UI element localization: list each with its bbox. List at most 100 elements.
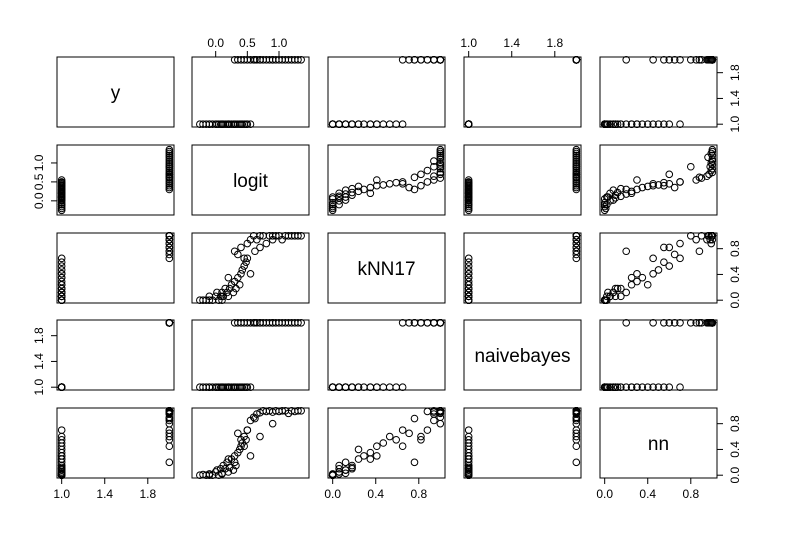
- point-nn-vs-kNN17: [436, 407, 445, 415]
- point-naivebayes-vs-nn: [695, 319, 704, 327]
- panel-logit-vs-naivebayes: [463, 144, 582, 216]
- point-logit-vs-kNN17: [328, 204, 337, 213]
- point-kNN17-vs-y: [165, 243, 174, 252]
- point-y-vs-logit: [243, 120, 252, 128]
- point-logit-vs-y: [57, 178, 66, 186]
- point-logit-vs-kNN17: [417, 170, 425, 179]
- point-logit-vs-naivebayes: [572, 176, 581, 184]
- tick-label-right-kNN17: 0.0: [728, 292, 742, 309]
- point-kNN17-vs-naivebayes: [464, 269, 473, 278]
- point-logit-vs-naivebayes: [464, 200, 473, 209]
- point-nn-vs-logit: [240, 442, 248, 451]
- point-kNN17-vs-naivebayes: [464, 284, 473, 293]
- point-nn-vs-logit: [251, 414, 259, 423]
- point-logit-vs-nn: [649, 179, 657, 188]
- point-kNN17-vs-nn: [603, 292, 611, 301]
- point-nn-vs-kNN17: [392, 435, 400, 444]
- point-y-vs-nn: [704, 56, 712, 64]
- point-kNN17-vs-naivebayes: [464, 258, 473, 267]
- point-naivebayes-vs-logit: [234, 319, 242, 327]
- point-naivebayes-vs-logit: [294, 319, 302, 327]
- point-nn-vs-naivebayes: [572, 432, 581, 441]
- point-kNN17-vs-nn: [670, 250, 679, 259]
- point-y-vs-logit: [294, 56, 302, 64]
- point-logit-vs-nn: [611, 194, 620, 202]
- point-nn-vs-naivebayes: [572, 429, 581, 438]
- tick-label-left-naivebayes: 1.0: [32, 379, 46, 396]
- panel-kNN17-vs-nn: [599, 232, 718, 304]
- point-logit-vs-kNN17: [328, 200, 337, 209]
- point-logit-vs-y: [57, 189, 66, 198]
- point-kNN17-vs-logit: [262, 239, 271, 248]
- point-kNN17-vs-logit: [240, 262, 248, 270]
- point-nn-vs-kNN17: [410, 458, 419, 467]
- point-naivebayes-vs-kNN17: [436, 319, 445, 327]
- point-kNN17-vs-logit: [272, 232, 280, 240]
- point-naivebayes-vs-nn: [622, 319, 631, 327]
- point-naivebayes-vs-nn: [606, 383, 614, 392]
- point-kNN17-vs-nn: [638, 273, 647, 282]
- point-logit-vs-naivebayes: [572, 147, 581, 156]
- point-logit-vs-y: [165, 176, 174, 184]
- point-kNN17-vs-nn: [633, 269, 641, 278]
- point-nn-vs-kNN17: [385, 432, 394, 441]
- point-kNN17-vs-naivebayes: [572, 239, 581, 248]
- point-nn-vs-naivebayes: [464, 471, 473, 480]
- point-logit-vs-naivebayes: [572, 170, 581, 179]
- point-nn-vs-kNN17: [373, 452, 381, 460]
- point-logit-vs-kNN17: [405, 183, 413, 192]
- point-naivebayes-vs-nn: [660, 319, 668, 327]
- tick-label-top-naivebayes: 1.8: [546, 36, 563, 50]
- point-y-vs-kNN17: [354, 120, 363, 128]
- point-kNN17-vs-nn: [633, 277, 641, 286]
- point-logit-vs-naivebayes: [572, 178, 581, 186]
- point-naivebayes-vs-nn: [670, 319, 679, 327]
- point-naivebayes-vs-nn: [649, 319, 657, 327]
- point-naivebayes-vs-nn: [611, 383, 620, 392]
- point-naivebayes-vs-nn: [617, 383, 625, 392]
- point-kNN17-vs-nn: [660, 243, 668, 252]
- point-kNN17-vs-nn: [649, 269, 657, 278]
- point-kNN17-vs-naivebayes: [464, 262, 473, 270]
- point-y-vs-nn: [665, 120, 674, 128]
- point-logit-vs-kNN17: [366, 189, 375, 198]
- point-kNN17-vs-y: [57, 258, 66, 267]
- point-kNN17-vs-nn: [604, 288, 612, 297]
- variable-label-naivebayes: naivebayes: [474, 346, 570, 367]
- point-y-vs-nn: [633, 120, 641, 128]
- point-logit-vs-y: [57, 204, 66, 213]
- point-logit-vs-naivebayes: [572, 183, 581, 192]
- point-kNN17-vs-naivebayes: [464, 273, 473, 282]
- point-naivebayes-vs-nn: [665, 383, 674, 392]
- point-logit-vs-kNN17: [328, 193, 337, 201]
- point-logit-vs-naivebayes: [572, 145, 581, 154]
- point-kNN17-vs-nn: [660, 258, 668, 267]
- point-y-vs-logit: [205, 120, 214, 128]
- point-y-vs-logit: [218, 120, 226, 128]
- point-nn-vs-logit: [243, 426, 252, 434]
- tick-label-bottom-kNN17: 0.8: [410, 487, 427, 501]
- point-logit-vs-kNN17: [398, 178, 407, 186]
- point-y-vs-nn: [676, 56, 684, 64]
- point-kNN17-vs-nn: [676, 254, 684, 263]
- point-naivebayes-vs-kNN17: [405, 319, 413, 327]
- point-kNN17-vs-nn: [622, 288, 631, 297]
- point-logit-vs-kNN17: [410, 185, 419, 194]
- point-nn-vs-y: [165, 429, 174, 438]
- point-logit-vs-kNN17: [423, 166, 432, 175]
- point-kNN17-vs-logit: [256, 243, 264, 252]
- point-logit-vs-naivebayes: [464, 204, 473, 213]
- point-naivebayes-vs-y: [57, 383, 66, 392]
- point-logit-vs-naivebayes: [464, 206, 473, 215]
- point-kNN17-vs-logit: [205, 296, 214, 305]
- point-kNN17-vs-logit: [243, 254, 252, 263]
- tick-label-left-naivebayes: 1.8: [32, 327, 46, 344]
- point-y-vs-naivebayes: [464, 120, 473, 128]
- tick-label-top-naivebayes: 1.4: [503, 36, 520, 50]
- point-nn-vs-logit: [230, 458, 239, 467]
- point-naivebayes-vs-logit: [297, 319, 305, 327]
- point-logit-vs-naivebayes: [572, 155, 581, 163]
- point-nn-vs-y: [57, 435, 66, 444]
- point-nn-vs-logit: [294, 407, 302, 415]
- point-logit-vs-nn: [708, 145, 717, 154]
